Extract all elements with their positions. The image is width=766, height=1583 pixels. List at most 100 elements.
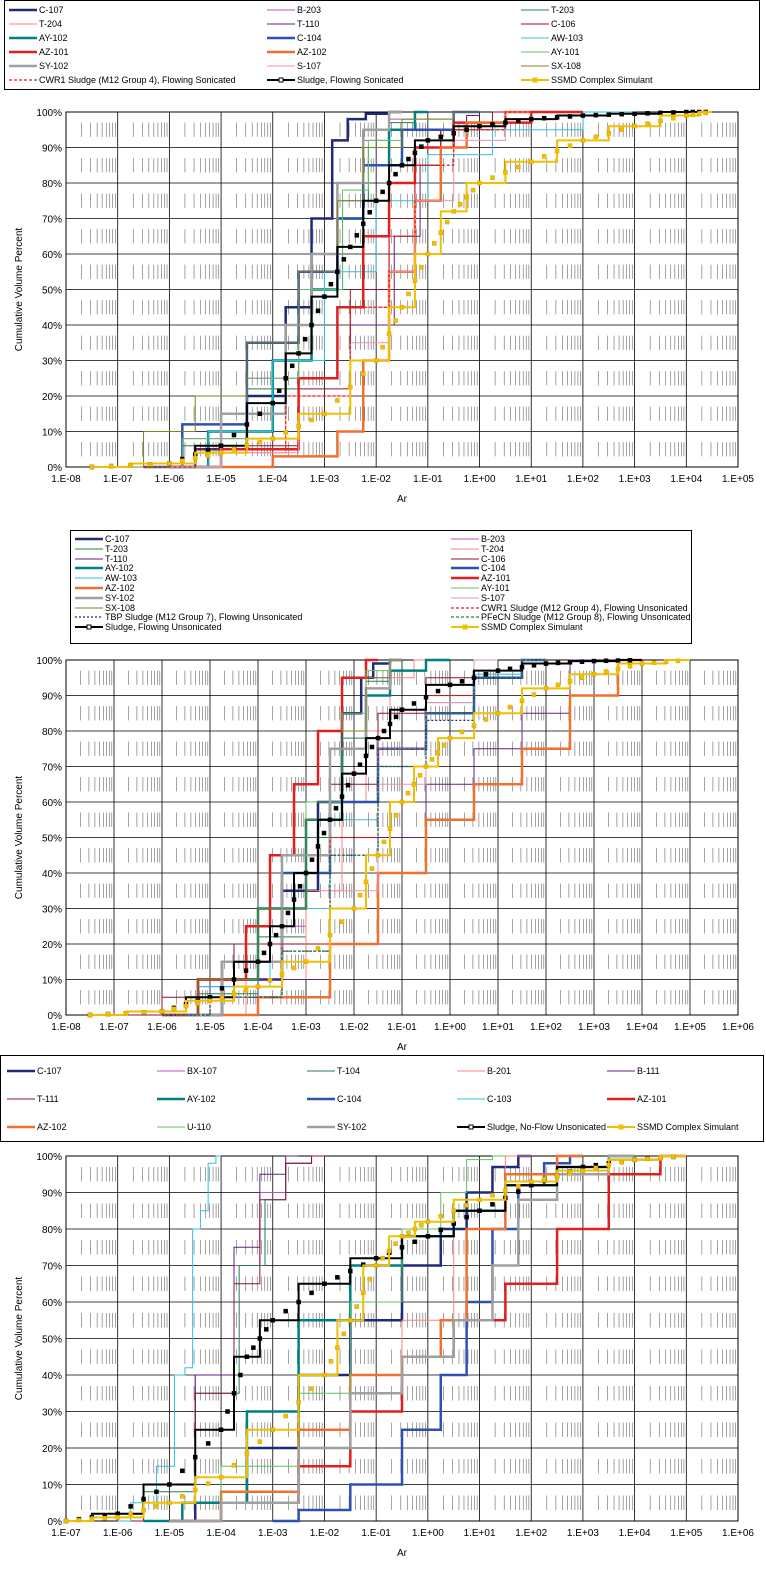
data-point [348, 1268, 353, 1274]
x-tick-label: 1.E-06 [147, 1022, 177, 1033]
data-point [296, 351, 301, 356]
legend-swatch [75, 616, 103, 618]
data-point [219, 986, 225, 991]
y-tick-label: 30% [42, 905, 62, 916]
data-point [257, 439, 263, 445]
data-point [606, 1162, 612, 1168]
x-tick-label: 1.E-07 [99, 1022, 129, 1033]
series-line [169, 110, 402, 469]
legend-swatch [307, 1125, 335, 1129]
x-tick-label: 1.E+03 [567, 1528, 599, 1539]
y-tick-label: 70% [42, 763, 62, 774]
data-point [591, 658, 597, 664]
legend-swatch [9, 79, 37, 81]
data-point [335, 398, 340, 403]
legend-label: C-103 [487, 1094, 512, 1104]
data-point [328, 281, 334, 287]
y-tick-label: 60% [42, 798, 62, 809]
data-point [309, 857, 315, 862]
data-point [373, 198, 379, 203]
data-point [438, 1213, 444, 1219]
x-tick-label: 1.E-02 [361, 474, 391, 485]
data-point [471, 675, 477, 680]
legend-swatch [451, 597, 479, 599]
data-point [270, 1318, 276, 1323]
data-point [411, 701, 417, 706]
data-point [315, 844, 321, 849]
data-point [375, 735, 381, 741]
data-point [603, 669, 609, 674]
data-point [238, 1372, 243, 1378]
legend-swatch [451, 558, 479, 560]
data-point [251, 1345, 256, 1350]
data-point [283, 1413, 288, 1419]
data-point [167, 461, 172, 466]
data-point [438, 1227, 444, 1233]
series-t-110 [210, 659, 594, 1016]
legend-label: B-203 [297, 5, 322, 15]
data-point [387, 826, 393, 831]
data-point [335, 1275, 340, 1280]
data-point [303, 959, 309, 964]
legend-label: C-104 [481, 563, 506, 574]
legend-label: B-111 [637, 1066, 660, 1076]
legend-swatch [267, 65, 295, 67]
data-point [267, 978, 273, 983]
legend-label: AY-101 [551, 47, 580, 57]
data-point [459, 729, 465, 735]
x-tick-label: 1.E-03 [310, 474, 340, 485]
legend-swatch [75, 537, 103, 541]
data-point [171, 1006, 177, 1012]
data-point [451, 209, 456, 214]
x-tick-label: 1.E+04 [670, 474, 702, 485]
y-tick-label: 50% [42, 286, 62, 297]
legend-3: C-107 BX-107 T-104 B-201 B-111 T-111 AY-102 C-1… [0, 1055, 764, 1142]
legend-label: T-111 [37, 1094, 59, 1104]
legend-swatch [451, 606, 479, 609]
data-point [264, 1327, 269, 1332]
data-point [393, 1241, 398, 1246]
data-point [399, 1234, 405, 1239]
data-point [348, 384, 353, 390]
data-point [147, 462, 153, 467]
data-point [690, 112, 696, 117]
data-point [322, 411, 327, 416]
data-point [87, 1012, 93, 1018]
legend-label: T-204 [39, 19, 63, 29]
chart-panel-2: C-107 B-203 T-203 T-204 T-110 C-106 AY-102 C-10… [0, 530, 766, 1053]
legend-swatch [75, 577, 103, 579]
x-tick-label: 1.E+05 [674, 1022, 706, 1033]
data-point [567, 679, 573, 684]
legend-label: C-104 [297, 33, 322, 43]
legend-swatch [157, 1097, 185, 1101]
x-tick-label: 1.E+04 [626, 1022, 658, 1033]
data-point [393, 171, 398, 177]
data-point [327, 817, 333, 822]
data-point [658, 118, 663, 124]
data-point [345, 782, 351, 788]
data-point [369, 744, 375, 750]
data-point [399, 799, 405, 805]
legend-label: AY-102 [187, 1094, 216, 1104]
data-point [435, 688, 441, 694]
data-point [516, 118, 521, 124]
data-point [115, 1515, 120, 1520]
data-point [279, 924, 285, 929]
legend-swatch [451, 548, 479, 550]
data-point [645, 121, 650, 126]
legend-label: SSMD Complex Simulant [637, 1122, 739, 1132]
data-point [231, 977, 237, 982]
series-line [210, 658, 642, 1017]
data-point [322, 1372, 327, 1378]
data-point [322, 294, 327, 299]
data-point [128, 462, 133, 468]
series-sy-102 [169, 110, 402, 469]
legend-swatch [75, 624, 103, 630]
x-tick-label: 1.E-04 [243, 1022, 273, 1033]
chart-panel-1: C-107 B-203 T-203 T-204 T-110 C-106 AY-102 C-10… [0, 0, 766, 520]
data-point [218, 1474, 224, 1480]
data-point [297, 884, 303, 889]
series-ssmd-complex-simulant [87, 658, 690, 1018]
data-point [457, 202, 463, 207]
y-tick-label: 90% [42, 144, 62, 155]
